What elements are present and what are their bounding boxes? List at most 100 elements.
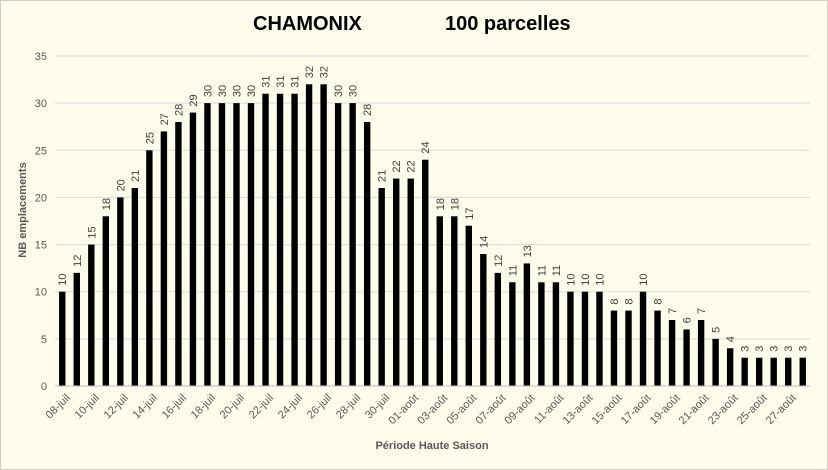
y-tick-label: 20 <box>35 192 47 204</box>
bar-20-août <box>683 329 690 386</box>
data-label: 30 <box>333 85 345 97</box>
bar-15-août <box>610 310 618 386</box>
y-tick-label: 25 <box>35 145 47 157</box>
data-label: 8 <box>624 298 636 304</box>
bar-09-juil <box>73 272 80 386</box>
data-label: 15 <box>86 226 98 238</box>
data-label: 10 <box>580 273 592 285</box>
bar-10-juil <box>88 244 95 386</box>
bar-24-août <box>741 357 748 386</box>
bar-18-août <box>654 310 661 386</box>
bar-14-août <box>596 291 603 386</box>
data-label: 22 <box>406 160 418 172</box>
bar-30-juil <box>378 188 385 386</box>
data-label: 32 <box>319 66 331 78</box>
bar-28-août <box>799 357 806 386</box>
data-label: 12 <box>493 255 505 267</box>
bar-21-juil <box>247 103 255 387</box>
bar-12-août <box>567 291 574 386</box>
x-tick-label: 27-août <box>764 392 799 427</box>
x-tick-label: 20-juil <box>218 392 247 421</box>
x-tick-label: 19-août <box>648 392 683 427</box>
bar-18-juil <box>204 103 211 387</box>
bar-06-août <box>480 254 487 386</box>
y-tick-label: 35 <box>35 51 47 63</box>
bar-24-juil <box>291 93 298 386</box>
data-label: 3 <box>754 346 766 352</box>
data-label: 11 <box>551 265 563 276</box>
x-axis-ticks: 08-juil 10-juil 12-juil 14-juil 16-juil 18-ju… <box>44 392 799 427</box>
bar-12-juil <box>117 197 124 386</box>
y-tick-label: 0 <box>41 381 47 393</box>
data-label: 10 <box>638 273 650 285</box>
bar-16-août <box>625 310 632 386</box>
y-tick-label: 15 <box>35 240 47 252</box>
bar-13-juil <box>131 188 139 386</box>
x-tick-label: 03-août <box>415 392 450 427</box>
gridlines <box>55 55 810 340</box>
y-axis-ticks: 0 5 10 15 20 25 30 35 <box>35 51 47 393</box>
data-label: 11 <box>536 265 548 276</box>
data-label: 30 <box>348 85 360 97</box>
bar-16-juil <box>175 122 182 386</box>
bar-08-juil <box>59 291 66 386</box>
bar-26-août <box>770 357 777 386</box>
bar-15-juil <box>160 131 168 386</box>
bar-07-août <box>494 272 502 386</box>
data-label: 13 <box>522 245 534 257</box>
y-tick-label: 5 <box>41 334 47 346</box>
data-label: 7 <box>696 308 708 314</box>
bar-13-août <box>581 291 589 386</box>
data-label: 31 <box>275 75 287 87</box>
data-label: 3 <box>798 346 810 352</box>
data-label: 32 <box>304 66 316 78</box>
data-label: 21 <box>377 170 389 182</box>
bar-09-août <box>523 263 531 386</box>
bar-19-août <box>668 320 676 386</box>
bar-29-juil <box>363 122 371 386</box>
bar-22-juil <box>262 93 269 386</box>
x-tick-label: 21-août <box>677 392 712 427</box>
bar-08-août <box>509 282 516 386</box>
data-label: 27 <box>159 113 171 125</box>
data-label: 4 <box>725 336 737 342</box>
data-label: 8 <box>609 298 621 304</box>
data-label: 7 <box>667 308 679 314</box>
data-label: 29 <box>188 94 200 106</box>
data-label: 21 <box>130 170 142 182</box>
x-tick-label: 26-juil <box>305 392 334 421</box>
bar-23-août <box>726 348 734 386</box>
bar-25-août <box>755 357 763 386</box>
data-label: 14 <box>478 236 490 248</box>
x-tick-label: 24-juil <box>276 392 305 421</box>
bar-01-août <box>407 178 414 386</box>
data-label: 22 <box>391 160 403 172</box>
chart-title-secondary: 100 parcelles <box>445 13 571 35</box>
data-label: 28 <box>362 104 374 116</box>
y-tick-label: 30 <box>35 98 47 110</box>
data-label: 10 <box>57 273 69 285</box>
x-tick-label: 12-juil <box>102 392 131 421</box>
x-tick-label: 28-juil <box>334 392 363 421</box>
bar-27-juil <box>334 103 342 387</box>
x-tick-label: 11-août <box>532 392 566 426</box>
y-axis-title: NB emplacements <box>17 162 29 257</box>
x-tick-label: 14-juil <box>131 392 160 421</box>
x-tick-label: 23-août <box>706 392 741 427</box>
bar-27-août <box>785 357 792 386</box>
y-tick-label: 10 <box>35 287 47 299</box>
data-label: 25 <box>144 132 156 144</box>
x-axis-title: Période Haute Saison <box>375 440 488 452</box>
bar-22-août <box>712 338 719 386</box>
data-label: 31 <box>290 75 302 87</box>
bar-11-juil <box>102 216 110 386</box>
data-label: 24 <box>420 141 432 153</box>
x-tick-label: 16-juil <box>160 392 189 421</box>
bar-25-juil <box>305 84 313 387</box>
x-tick-label: 10-juil <box>73 392 102 421</box>
data-label: 10 <box>565 273 577 285</box>
data-label: 8 <box>653 298 665 304</box>
data-label: 30 <box>231 85 243 97</box>
